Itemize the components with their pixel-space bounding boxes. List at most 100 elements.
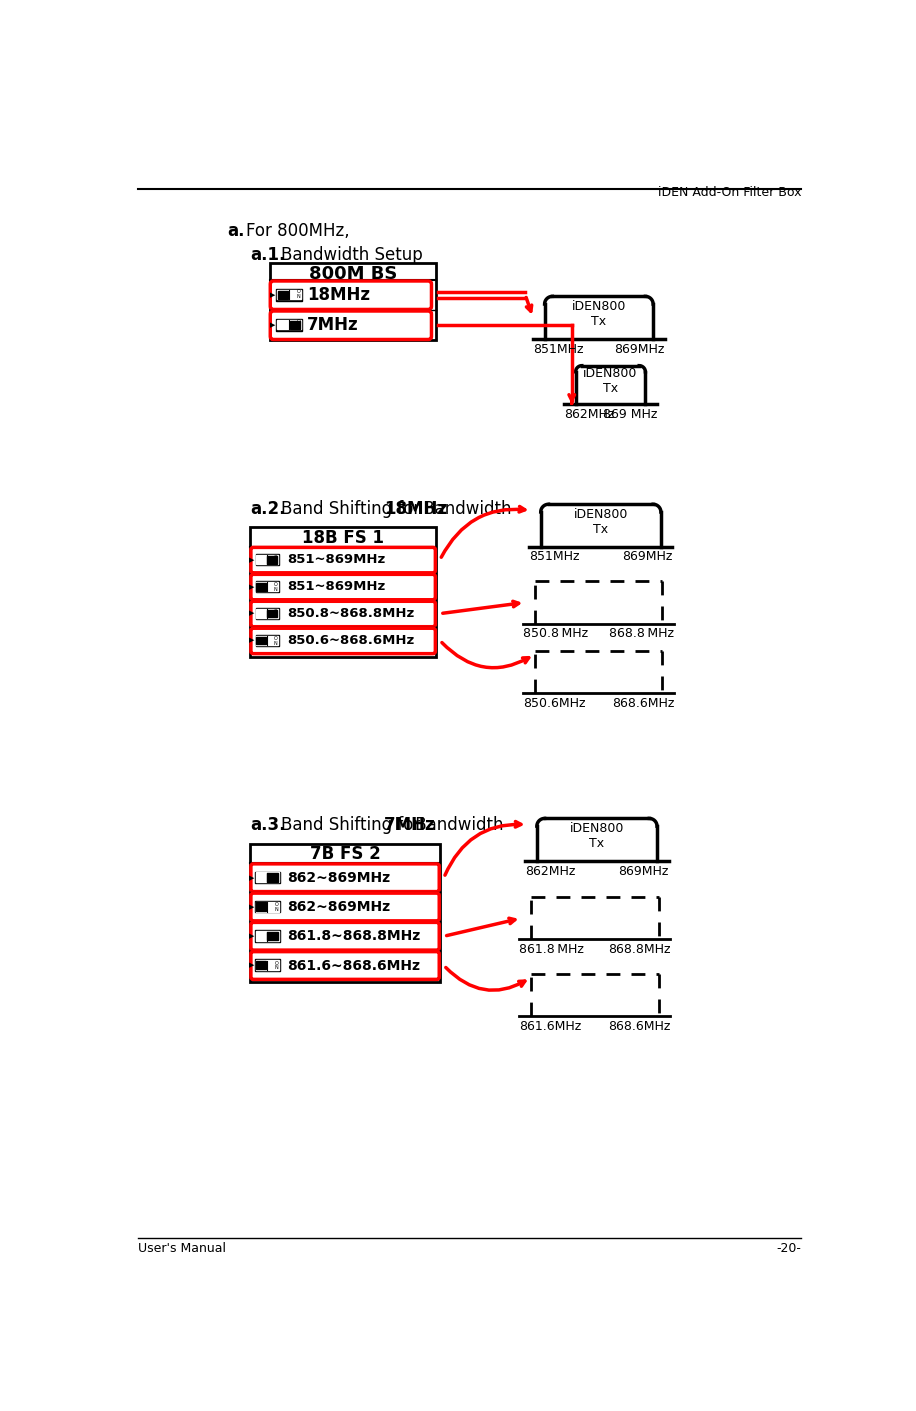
Bar (276, 289, 302, 301)
Bar (256, 555, 278, 564)
Bar (250, 528, 436, 656)
Bar (255, 872, 279, 883)
Text: 851MHz: 851MHz (533, 343, 583, 356)
Text: 851~869MHz: 851~869MHz (288, 580, 386, 593)
Text: 7B FS 2: 7B FS 2 (310, 845, 380, 864)
Bar (276, 319, 302, 332)
Text: 861.6~868.6MHz: 861.6~868.6MHz (288, 958, 420, 972)
Text: 862MHz: 862MHz (564, 408, 615, 420)
Text: 861.8~868.8MHz: 861.8~868.8MHz (288, 930, 420, 943)
Text: 18B FS 1: 18B FS 1 (302, 529, 384, 547)
Text: ▶: ▶ (248, 875, 254, 880)
Text: O
N: O N (274, 961, 278, 971)
Text: 869MHz: 869MHz (615, 343, 665, 356)
Text: 861.8 MHz: 861.8 MHz (519, 943, 583, 957)
Text: 851~869MHz: 851~869MHz (288, 553, 386, 566)
Bar (289, 322, 300, 329)
Text: 18MHz: 18MHz (307, 286, 370, 303)
Text: ▶: ▶ (249, 584, 255, 590)
Text: 7MHz: 7MHz (307, 316, 358, 334)
FancyBboxPatch shape (251, 864, 440, 892)
Text: a.1.: a.1. (250, 247, 286, 264)
Text: 868.6MHz: 868.6MHz (608, 1020, 671, 1033)
Text: 850.8 MHz: 850.8 MHz (523, 628, 588, 641)
Text: 862~869MHz: 862~869MHz (288, 900, 390, 914)
FancyBboxPatch shape (251, 893, 440, 921)
Text: ▶: ▶ (249, 557, 255, 563)
Bar (269, 264, 436, 340)
Text: 862~869MHz: 862~869MHz (288, 871, 390, 885)
Bar (256, 959, 278, 971)
Text: 850.8~868.8MHz: 850.8~868.8MHz (288, 607, 415, 619)
Text: O
N: O N (274, 873, 278, 883)
Text: User's Manual: User's Manual (137, 1242, 225, 1254)
Text: ▶: ▶ (249, 638, 255, 643)
Text: 868.6MHz: 868.6MHz (612, 697, 674, 710)
Text: Bandwidth: Bandwidth (419, 501, 512, 518)
Text: iDEN800
Tx: iDEN800 Tx (570, 821, 624, 849)
Text: ▶: ▶ (269, 322, 275, 327)
Bar (267, 873, 278, 882)
Text: O
N: O N (274, 636, 278, 646)
Text: O
N: O N (274, 903, 278, 912)
Text: ▶: ▶ (248, 904, 254, 910)
Bar (267, 931, 278, 940)
Text: 862MHz: 862MHz (525, 865, 575, 878)
Bar (278, 291, 289, 299)
Text: O
N: O N (274, 583, 278, 591)
Bar (256, 902, 278, 912)
Text: iDEN800
Tx: iDEN800 Tx (583, 367, 638, 395)
FancyBboxPatch shape (251, 628, 435, 653)
Bar (256, 555, 278, 564)
Text: -20-: -20- (776, 1242, 802, 1254)
Text: ▶: ▶ (248, 962, 254, 968)
Text: O
N: O N (274, 931, 278, 941)
FancyBboxPatch shape (251, 951, 440, 979)
Text: 800M BS: 800M BS (309, 265, 397, 282)
Bar (256, 583, 278, 591)
FancyBboxPatch shape (270, 310, 431, 340)
Bar (256, 636, 267, 645)
Text: a.: a. (227, 222, 245, 240)
Bar (256, 581, 278, 593)
Text: 18MHz: 18MHz (384, 501, 447, 518)
Text: Bandwidth: Bandwidth (409, 816, 503, 834)
Bar (256, 610, 278, 618)
Text: iDEN800
Tx: iDEN800 Tx (572, 299, 626, 327)
FancyBboxPatch shape (251, 574, 435, 600)
Bar (256, 636, 278, 645)
Bar (256, 583, 267, 591)
Text: 861.6MHz: 861.6MHz (519, 1020, 582, 1033)
Text: Bandwidth Setup: Bandwidth Setup (281, 247, 423, 264)
Text: 869 MHz: 869 MHz (603, 408, 657, 420)
Text: ▶: ▶ (249, 611, 255, 617)
Bar (256, 635, 278, 646)
Bar (255, 930, 279, 941)
Bar (267, 556, 278, 563)
Text: 851MHz: 851MHz (529, 550, 580, 563)
FancyBboxPatch shape (251, 547, 435, 573)
Text: O
N: O N (274, 610, 278, 618)
Text: O
N: O N (274, 555, 278, 564)
Text: 850.6~868.6MHz: 850.6~868.6MHz (288, 634, 415, 648)
Text: For 800MHz,: For 800MHz, (246, 222, 350, 240)
Text: O
N: O N (297, 289, 300, 299)
Text: iDEN Add-On Filter Box: iDEN Add-On Filter Box (658, 186, 802, 199)
Bar (256, 872, 278, 882)
Text: a.3.: a.3. (250, 816, 286, 834)
Bar (256, 608, 278, 619)
Text: 869MHz: 869MHz (618, 865, 669, 878)
Text: ▶: ▶ (269, 292, 275, 298)
Text: Band Shifting for: Band Shifting for (281, 816, 426, 834)
Text: 868.8 MHz: 868.8 MHz (609, 628, 674, 641)
Text: 850.6MHz: 850.6MHz (523, 697, 585, 710)
Bar (255, 900, 279, 913)
FancyBboxPatch shape (270, 281, 431, 309)
Bar (278, 320, 300, 330)
Bar (256, 903, 267, 912)
Bar (267, 610, 278, 618)
Text: O
N: O N (297, 319, 300, 329)
Text: 7MHz: 7MHz (384, 816, 436, 834)
Text: iDEN800
Tx: iDEN800 Tx (573, 508, 628, 536)
Bar (256, 961, 267, 969)
